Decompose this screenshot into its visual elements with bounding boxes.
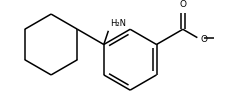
Text: H₂N: H₂N (110, 19, 126, 28)
Text: O: O (200, 35, 207, 44)
Text: O: O (179, 1, 186, 9)
